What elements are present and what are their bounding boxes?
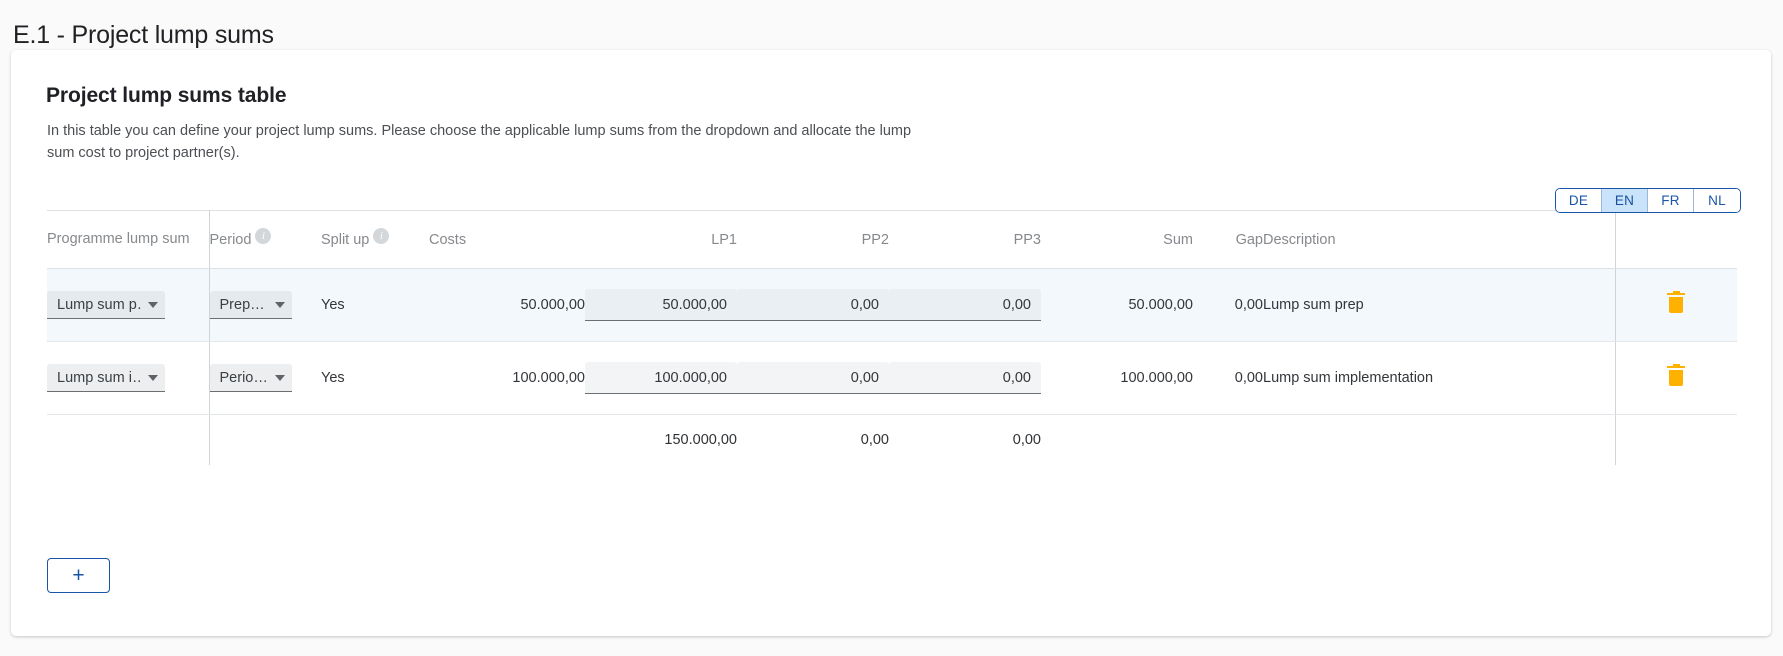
- card-title: Project lump sums table: [46, 84, 287, 107]
- total-pp3: 0,00: [1012, 431, 1041, 448]
- info-icon[interactable]: i: [373, 227, 390, 244]
- chevron-down-icon: [148, 375, 158, 381]
- chevron-down-icon: [274, 375, 285, 381]
- column-header-gap: Gap: [1193, 210, 1263, 269]
- card-description: In this table you can define your projec…: [47, 123, 912, 161]
- table-body: Lump sum p… Prep… Yes 50.000,00: [47, 268, 1737, 465]
- chevron-down-icon: [148, 302, 158, 308]
- programme-lump-sum-select-value: Lump sum i…: [57, 370, 142, 386]
- total-cell-empty-1: [47, 414, 210, 465]
- cell-description: Lump sum implementation: [1263, 341, 1615, 415]
- programme-lump-sum-select[interactable]: Lump sum i…: [47, 364, 165, 392]
- programme-lump-sum-select-value: Lump sum p…: [57, 297, 142, 313]
- column-header-programme-lump-sum: Programme lump sum: [47, 210, 210, 269]
- plus-icon: +: [72, 564, 85, 587]
- cell-period: Perio…: [209, 341, 321, 415]
- cell-gap: 0,00: [1193, 268, 1263, 342]
- table-row: Lump sum p… Prep… Yes 50.000,00: [47, 268, 1737, 342]
- trash-icon[interactable]: [1667, 364, 1686, 386]
- column-header-programme-lump-sum-label: Programme lump sum: [47, 231, 190, 247]
- add-lump-sum-button[interactable]: +: [47, 558, 110, 593]
- period-select[interactable]: Perio…: [209, 364, 292, 392]
- cell-costs: 50.000,00: [429, 268, 585, 342]
- lump-sums-card: Project lump sums table In this table yo…: [11, 50, 1771, 636]
- pp3-input[interactable]: [889, 289, 1041, 321]
- column-header-sum: Sum: [1041, 210, 1193, 269]
- programme-lump-sum-select[interactable]: Lump sum p…: [47, 291, 165, 319]
- column-header-split-up-label: Split up: [321, 231, 370, 248]
- table-header-row: Programme lump sum Period i Split up i: [47, 210, 1737, 269]
- cell-programme-lump-sum: Lump sum p…: [47, 268, 210, 342]
- pp3-input[interactable]: [889, 362, 1041, 394]
- total-cell-empty-4: [429, 415, 585, 465]
- cell-pp2: [737, 268, 889, 342]
- cell-sum: 100.000,00: [1041, 341, 1193, 415]
- column-header-pp2: PP2: [737, 210, 889, 269]
- column-header-actions: [1614, 210, 1737, 269]
- period-select-value: Perio…: [219, 370, 268, 386]
- column-header-lp1-label: LP1: [711, 231, 737, 248]
- cell-split-up: Yes: [321, 268, 429, 342]
- period-select[interactable]: Prep…: [209, 291, 292, 319]
- column-header-description-label: Description: [1263, 231, 1336, 248]
- cell-period: Prep…: [209, 268, 321, 342]
- lang-button-nl[interactable]: NL: [1694, 189, 1740, 212]
- language-switch[interactable]: DE EN FR NL: [1555, 188, 1741, 213]
- column-header-period-label: Period: [209, 231, 252, 248]
- column-header-costs: Costs: [429, 210, 585, 269]
- lang-button-de[interactable]: DE: [1556, 189, 1602, 212]
- cell-programme-lump-sum: Lump sum i…: [47, 341, 210, 415]
- lp1-input[interactable]: [585, 362, 737, 394]
- column-header-pp3-label: PP3: [1013, 231, 1041, 248]
- cell-pp3: [889, 268, 1041, 342]
- project-lump-sums-table-wrapper: Programme lump sum Period i Split up i: [47, 210, 1737, 465]
- cell-description: Lump sum prep: [1263, 268, 1615, 342]
- chevron-down-icon: [274, 302, 285, 308]
- lang-button-fr[interactable]: FR: [1648, 189, 1694, 212]
- total-cell-empty-5: [1041, 415, 1193, 465]
- column-header-costs-label: Costs: [429, 231, 467, 248]
- cell-sum: 50.000,00: [1041, 268, 1193, 342]
- column-header-gap-label: Gap: [1235, 231, 1263, 248]
- cell-split-up: Yes: [321, 341, 429, 415]
- table-total-row: 150.000,00 0,00 0,00: [47, 414, 1737, 465]
- cell-actions: [1614, 341, 1737, 415]
- table-row: Lump sum i… Perio… Yes 100.000,00: [47, 341, 1737, 415]
- total-cell-empty-2: [209, 415, 321, 465]
- pp2-input[interactable]: [737, 289, 889, 321]
- cell-pp2: [737, 341, 889, 415]
- page-title: E.1 - Project lump sums: [13, 20, 274, 49]
- cell-lp1: [585, 341, 737, 415]
- cell-gap: 0,00: [1193, 341, 1263, 415]
- cell-lp1: [585, 268, 737, 342]
- project-lump-sums-table: Programme lump sum Period i Split up i: [47, 210, 1737, 465]
- total-lp1: 150.000,00: [664, 431, 737, 448]
- cell-pp3: [889, 341, 1041, 415]
- info-icon[interactable]: i: [255, 227, 272, 244]
- total-cell-empty-3: [321, 415, 429, 465]
- lang-button-en[interactable]: EN: [1602, 189, 1648, 212]
- column-header-pp2-label: PP2: [861, 231, 889, 248]
- total-cell-empty-6: [1193, 415, 1263, 465]
- period-select-value: Prep…: [219, 297, 265, 313]
- column-header-lp1: LP1: [585, 210, 737, 269]
- trash-icon[interactable]: [1667, 291, 1686, 313]
- column-header-description: Description: [1263, 210, 1615, 269]
- cell-actions: [1614, 268, 1737, 342]
- total-pp2: 0,00: [860, 431, 889, 448]
- column-header-split-up: Split up i: [321, 210, 429, 269]
- cell-costs: 100.000,00: [429, 341, 585, 415]
- total-cell-empty-7: [1263, 415, 1615, 465]
- pp2-input[interactable]: [737, 362, 889, 394]
- column-header-sum-label: Sum: [1163, 231, 1193, 248]
- total-cell-empty-8: [1614, 414, 1737, 465]
- column-header-period: Period i: [209, 210, 321, 269]
- lp1-input[interactable]: [585, 289, 737, 321]
- table-header: Programme lump sum Period i Split up i: [47, 210, 1737, 269]
- column-header-pp3: PP3: [889, 210, 1041, 269]
